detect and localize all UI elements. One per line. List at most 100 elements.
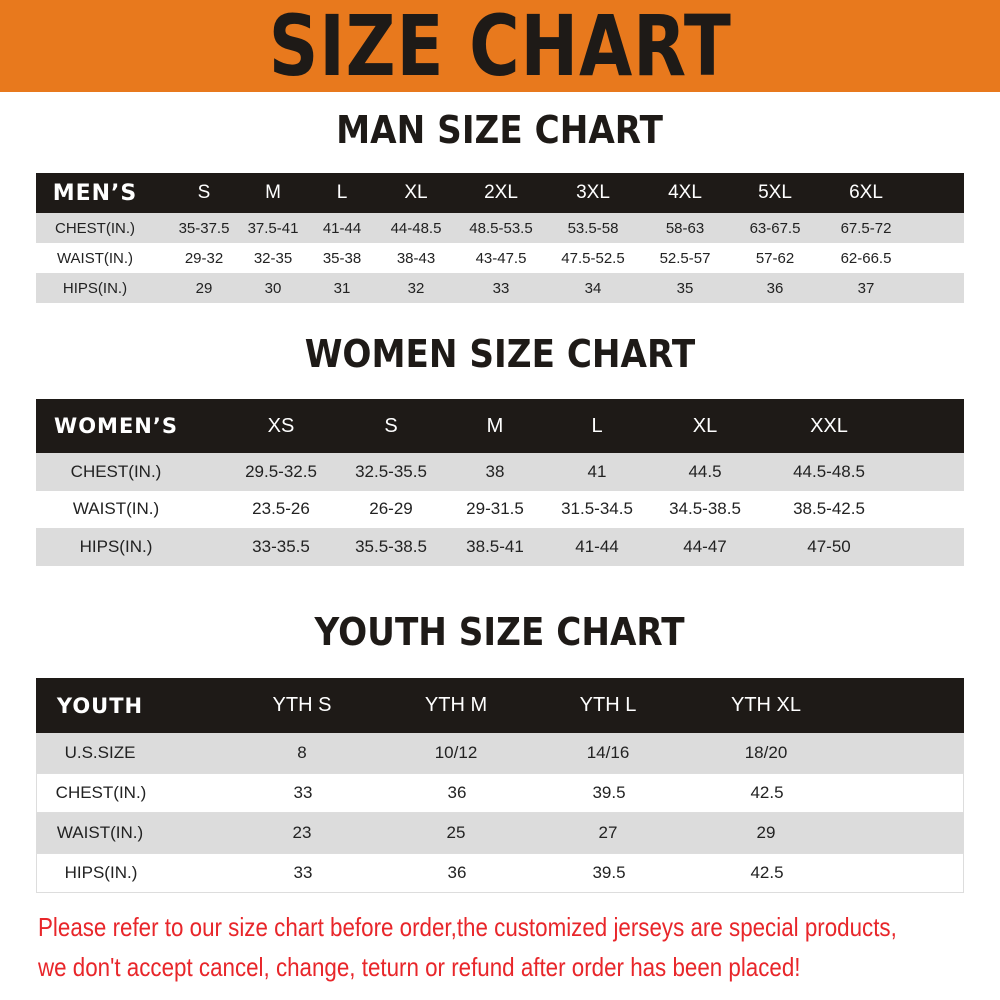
row-label: WOMEN’S [54,414,178,438]
cell: 38 [485,461,505,481]
cell: 4XL [668,182,702,203]
cell: S [384,414,398,437]
cell: 38-43 [396,249,436,267]
cell: XL [692,414,718,437]
cell: 41-44 [322,219,362,237]
table-row: CHEST(IN.) 35-37.5 37.5-41 41-44 44-48.5 48.5… [36,213,964,243]
cell: 47-50 [807,536,851,556]
cell: M [486,414,504,437]
row-label: YOUTH [56,693,144,718]
cell: 3XL [576,182,610,203]
notice-line-1: Please refer to our size chart before or… [38,912,897,942]
cell: 33-35.5 [252,536,310,556]
cell: 26-29 [369,499,413,519]
table-row: WAIST(IN.) 29-32 32-35 35-38 38-43 43-47.5 47.… [36,243,964,273]
row-label: MEN’S [52,180,138,206]
cell: 8 [297,743,307,762]
cell: 62-66.5 [840,249,892,267]
youth-section-title: YOUTH SIZE CHART [314,610,685,654]
row-label: HIPS(IN.) [64,863,138,882]
table-row: HIPS(IN.) 29 30 31 32 33 34 35 36 37 [36,273,964,303]
women-section-title: WOMEN SIZE CHART [304,332,696,376]
table-header-row: WOMEN’S XS S M L XL XXL [36,399,964,453]
cell: 31 [333,279,351,297]
cell: 14/16 [586,743,630,762]
banner: SIZE CHART [0,0,1000,92]
cell: 29-31.5 [466,499,524,519]
row-label: CHEST(IN.) [55,219,135,237]
cell: 38.5-42.5 [793,499,865,519]
cell: XS [267,414,295,437]
cell: 36 [447,863,467,882]
row-label: HIPS(IN.) [62,279,128,297]
cell: 53.5-58 [567,219,619,237]
cell: 23.5-26 [252,499,310,519]
table-row: WAIST(IN.) 23.5-26 26-29 29-31.5 31.5-34.5 34… [36,490,964,528]
cell: 41 [587,461,607,481]
cell: 52.5-57 [659,249,711,267]
cell: 23 [292,823,312,842]
row-label: CHEST(IN.) [70,461,162,481]
cell: 33 [293,783,313,802]
cell: 48.5-53.5 [469,219,533,237]
cell: 47.5-52.5 [561,249,625,267]
cell: XL [404,182,428,203]
cell: 57-62 [755,249,795,267]
row-label: U.S.SIZE [64,743,136,762]
row-label: WAIST(IN.) [72,499,160,519]
cell: 34.5-38.5 [669,499,741,519]
cell: 10/12 [434,743,478,762]
cell: 30 [264,279,282,297]
cell: 67.5-72 [840,219,892,237]
cell: 34 [584,279,602,297]
table-row: HIPS(IN.) 33 36 39.5 42.5 [36,853,964,893]
cell: 32-35 [253,249,293,267]
cell: 29-32 [184,249,224,267]
cell: YTH XL [730,694,802,716]
cell: M [265,182,281,203]
cell: 43-47.5 [475,249,527,267]
cell: 27 [598,823,618,842]
cell: 36 [766,279,784,297]
cell: 41-44 [575,536,619,556]
cell: 33 [293,863,313,882]
cell: 25 [446,823,466,842]
cell: 31.5-34.5 [561,499,633,519]
cell: 44.5 [688,461,722,481]
cell: 18/20 [744,743,788,762]
cell: YTH S [272,694,332,716]
table-row: WAIST(IN.) 23 25 27 29 [36,813,964,853]
row-label: CHEST(IN.) [55,783,147,802]
cell: 32.5-35.5 [355,461,427,481]
table-row: CHEST(IN.) 33 36 39.5 42.5 [36,773,964,813]
notice-line-2: we don't accept cancel, change, teturn o… [38,952,801,982]
table-header-row: YOUTH YTH S YTH M YTH L YTH XL [36,678,964,733]
cell: 44.5-48.5 [793,461,865,481]
cell: 32 [407,279,425,297]
cell: 35-37.5 [178,219,230,237]
cell: XXL [810,414,848,437]
cell: 29 [756,823,776,842]
cell: YTH M [424,694,488,716]
cell: L [591,414,603,437]
cell: 39.5 [592,783,626,802]
men-section-title: MAN SIZE CHART [336,108,664,152]
cell: 36 [447,783,467,802]
cell: 42.5 [750,783,784,802]
table-row: CHEST(IN.) 29.5-32.5 32.5-35.5 38 41 44.5 44.5… [36,453,964,491]
row-label: WAIST(IN.) [56,823,144,842]
cell: 38.5-41 [466,536,524,556]
table-header-row: MEN’S S M L XL 2XL 3XL 4XL 5XL 6XL [36,173,964,213]
cell: 37.5-41 [247,219,299,237]
cell: 44-47 [683,536,727,556]
table-row: HIPS(IN.) 33-35.5 35.5-38.5 38.5-41 41-44 44-… [36,528,964,566]
cell: 6XL [849,182,883,203]
cell: 33 [492,279,510,297]
row-label: HIPS(IN.) [79,536,153,556]
cell: 35-38 [322,249,362,267]
cell: 2XL [484,182,518,203]
cell: 29.5-32.5 [245,461,317,481]
table-row: U.S.SIZE 8 10/12 14/16 18/20 [36,733,964,773]
cell: 58-63 [665,219,705,237]
cell: 37 [857,279,875,297]
